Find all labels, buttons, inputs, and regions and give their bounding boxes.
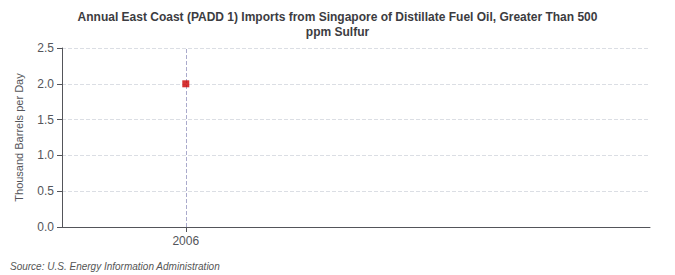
- svg-text:Thousand Barrels per Day: Thousand Barrels per Day: [13, 73, 25, 202]
- svg-text:1.5: 1.5: [37, 113, 54, 127]
- svg-text:Annual East Coast (PADD 1) Imp: Annual East Coast (PADD 1) Imports from …: [78, 10, 598, 24]
- svg-text:2006: 2006: [172, 234, 199, 248]
- svg-text:Source: U.S. Energy Informatio: Source: U.S. Energy Information Administ…: [10, 261, 220, 272]
- svg-text:ppm Sulfur: ppm Sulfur: [306, 25, 370, 39]
- svg-text:2.0: 2.0: [37, 77, 54, 91]
- svg-text:0.5: 0.5: [37, 184, 54, 198]
- svg-text:2.5: 2.5: [37, 41, 54, 55]
- svg-text:1.0: 1.0: [37, 148, 54, 162]
- svg-text:0.0: 0.0: [37, 220, 54, 234]
